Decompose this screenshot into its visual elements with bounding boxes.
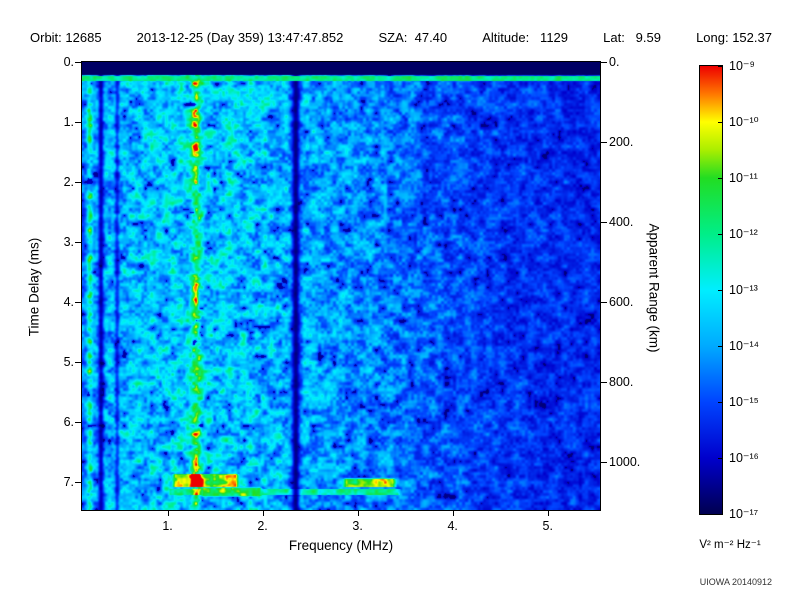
header-datetime: 2013-12-25 (Day 359) 13:47:47.852 xyxy=(136,30,344,45)
y-tick-label: 5. xyxy=(63,354,74,369)
y-tick-mark xyxy=(75,361,81,363)
y-tick-label: 3. xyxy=(63,234,74,249)
y-tick-label: 1. xyxy=(63,114,74,129)
colorbar-tick-mark xyxy=(718,66,722,67)
header-long: Long: 152.37 xyxy=(696,30,772,45)
x-tick-mark xyxy=(357,511,359,516)
colorbar-tick-mark xyxy=(718,514,722,515)
y2-tick-label: 800. xyxy=(609,374,634,389)
y-tick-label: 2. xyxy=(63,174,74,189)
x-tick-label: 2. xyxy=(257,519,268,533)
y-tick-mark xyxy=(75,421,81,423)
header-orbit: Orbit: 12685 xyxy=(30,30,102,45)
x-tick-label: 3. xyxy=(352,519,363,533)
colorbar-tick-mark xyxy=(718,346,722,347)
y-tick-label: 6. xyxy=(63,414,74,429)
colorbar-tick-label: 10⁻¹² xyxy=(729,227,758,241)
x-tick-mark xyxy=(452,511,454,516)
colorbar-tick-label: 10⁻⁹ xyxy=(729,59,755,73)
y2-tick-label: 400. xyxy=(609,214,634,229)
colorbar-tick-label: 10⁻¹⁶ xyxy=(729,451,759,465)
y-tick-mark xyxy=(75,481,81,483)
colorbar-tick-mark xyxy=(718,290,722,291)
colorbar-tick-label: 10⁻¹¹ xyxy=(729,171,758,185)
x-tick-mark xyxy=(547,511,549,516)
colorbar-tick-label: 10⁻¹⁴ xyxy=(729,339,760,353)
colorbar-tick-mark xyxy=(718,402,722,403)
colorbar-tick-label: 10⁻¹⁷ xyxy=(729,507,759,521)
header-altitude: Altitude: 1129 xyxy=(482,30,569,45)
y-tick-label: 0. xyxy=(63,55,74,69)
x-tick-mark xyxy=(262,511,264,516)
header-lat: Lat: 9.59 xyxy=(603,30,661,45)
y-tick-mark xyxy=(75,181,81,183)
colorbar-tick-label: 10⁻¹³ xyxy=(729,283,758,297)
y-tick-mark xyxy=(75,241,81,243)
colorbar-tick-mark xyxy=(718,234,722,235)
colorbar-tick-mark xyxy=(718,122,722,123)
y2-tick-mark xyxy=(601,461,607,463)
y2-tick-label: 0. xyxy=(609,55,620,69)
x-tick-mark xyxy=(167,511,169,516)
y-tick-label: 7. xyxy=(63,474,74,489)
header-sza: SZA: 47.40 xyxy=(378,30,448,45)
y2-tick-mark xyxy=(601,221,607,223)
spectrogram-plot xyxy=(81,61,601,511)
y2-tick-mark xyxy=(601,62,607,63)
y2-axis-title: Apparent Range (km) xyxy=(646,223,662,353)
y2-tick-label: 1000. xyxy=(609,454,641,469)
x-tick-label: 1. xyxy=(162,519,173,533)
colorbar-units: V² m⁻² Hz⁻¹ xyxy=(699,539,761,551)
y2-tick-mark xyxy=(601,141,607,143)
y2-tick-label: 600. xyxy=(609,294,634,309)
colorbar-tick-mark xyxy=(718,178,722,179)
colorbar-tick-label: 10⁻¹⁰ xyxy=(729,115,759,129)
y-tick-label: 4. xyxy=(63,294,74,309)
header-bar: Orbit: 12685 2013-12-25 (Day 359) 13:47:… xyxy=(30,30,772,45)
y2-tick-mark xyxy=(601,381,607,383)
x-axis-title: Frequency (MHz) xyxy=(288,538,394,553)
y-tick-mark xyxy=(75,62,81,63)
x-tick-label: 4. xyxy=(447,519,458,533)
y-tick-mark xyxy=(75,301,81,303)
y2-tick-label: 200. xyxy=(609,134,634,149)
watermark: UIOWA 20140912 xyxy=(699,577,772,587)
colorbar-tick-label: 10⁻¹⁵ xyxy=(729,395,759,409)
y-axis-title: Time Delay (ms) xyxy=(26,237,42,337)
y-tick-mark xyxy=(75,121,81,123)
colorbar-tick-mark xyxy=(718,458,722,459)
y2-tick-mark xyxy=(601,301,607,303)
spectrogram-canvas xyxy=(82,62,600,510)
x-tick-label: 5. xyxy=(542,519,553,533)
